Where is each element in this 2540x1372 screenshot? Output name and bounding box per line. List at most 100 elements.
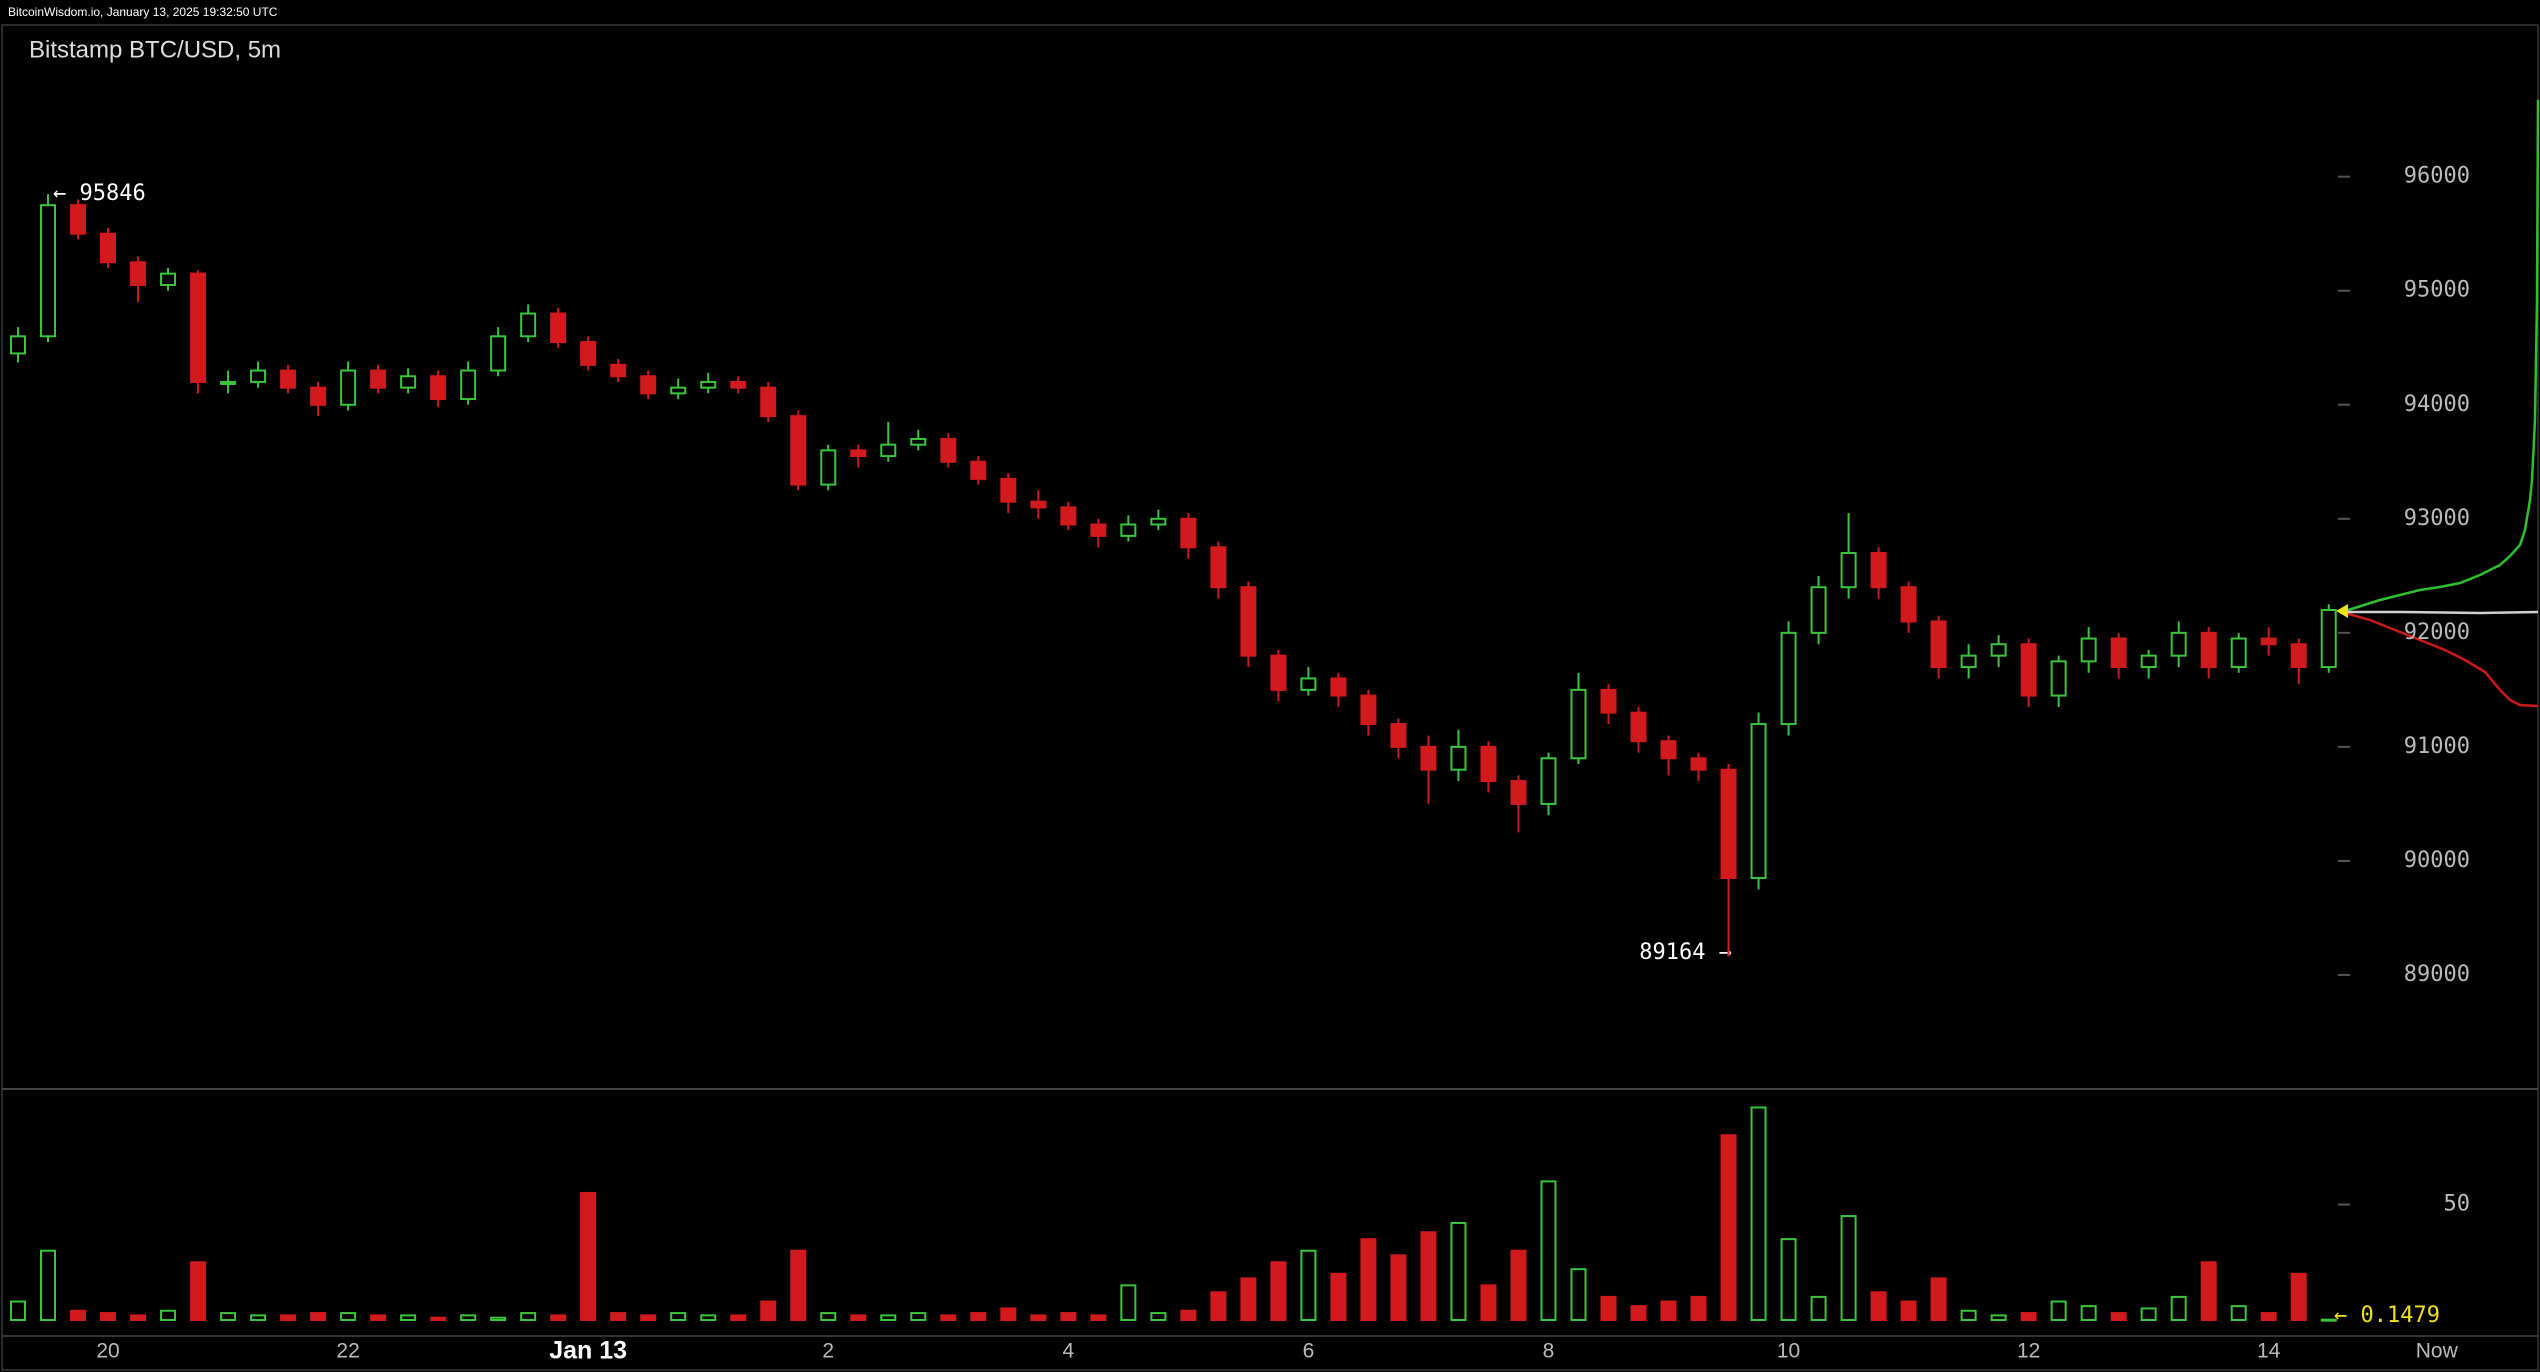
volume-bar bbox=[940, 1314, 957, 1322]
candle-body bbox=[10, 335, 27, 355]
candle-body bbox=[340, 369, 357, 406]
candle-body bbox=[1240, 586, 1257, 657]
candle-body bbox=[1600, 688, 1617, 714]
candle-body bbox=[2110, 637, 2127, 669]
candle-body bbox=[640, 375, 657, 395]
volume-bar bbox=[880, 1314, 897, 1322]
x-tick-label: 2 bbox=[822, 1340, 834, 1363]
candle-body bbox=[610, 363, 627, 378]
candle-body bbox=[2260, 637, 2277, 646]
x-tick-label: 6 bbox=[1303, 1340, 1315, 1363]
current-price-marker bbox=[2336, 604, 2348, 618]
volume-bar bbox=[220, 1312, 237, 1321]
volume-bar bbox=[1420, 1231, 1437, 1321]
volume-bar bbox=[970, 1312, 987, 1321]
y-tick-label: 89000 bbox=[2404, 962, 2470, 987]
volume-bar bbox=[2050, 1300, 2067, 1322]
volume-bar bbox=[1360, 1238, 1377, 1322]
y-tick-label: 92000 bbox=[2404, 620, 2470, 645]
candle-body bbox=[160, 272, 177, 287]
candle-body bbox=[220, 380, 237, 385]
candle-body bbox=[100, 232, 117, 264]
candle-body bbox=[1180, 517, 1197, 549]
volume-bar bbox=[1540, 1180, 1557, 1322]
candle-body bbox=[1540, 757, 1557, 805]
candle-body bbox=[760, 386, 777, 418]
volume-bar bbox=[2200, 1261, 2217, 1321]
x-tick-label: 8 bbox=[1543, 1340, 1555, 1363]
volume-bar bbox=[1780, 1238, 1797, 1322]
x-tick-label: 12 bbox=[2017, 1340, 2040, 1363]
volume-bar bbox=[1270, 1261, 1287, 1321]
volume-bar bbox=[2020, 1312, 2037, 1321]
x-tick-label: Now bbox=[2416, 1340, 2459, 1363]
x-tick-label: 14 bbox=[2257, 1340, 2281, 1363]
volume-bar bbox=[1750, 1106, 1767, 1321]
volume-bar bbox=[1300, 1249, 1317, 1321]
source-line: BitcoinWisdom.io, January 13, 2025 19:32… bbox=[8, 5, 278, 19]
volume-bar bbox=[250, 1314, 267, 1322]
x-tick-label: 20 bbox=[96, 1340, 119, 1363]
candle-body bbox=[1570, 688, 1587, 760]
depth-mid-line bbox=[2345, 610, 2539, 615]
volume-bar bbox=[850, 1314, 867, 1322]
volume-bar bbox=[370, 1314, 387, 1322]
candle-body bbox=[1450, 745, 1467, 771]
volume-bar bbox=[610, 1312, 627, 1321]
volume-bar bbox=[1090, 1314, 1107, 1322]
volume-tick-label: 50 bbox=[2444, 1192, 2471, 1217]
candle-body bbox=[1870, 552, 1887, 589]
volume-bar bbox=[10, 1300, 27, 1322]
candle-body bbox=[910, 437, 927, 446]
candle-body bbox=[820, 449, 837, 486]
candle-body bbox=[460, 369, 477, 401]
volume-bar bbox=[1660, 1300, 1677, 1322]
candle-body bbox=[700, 380, 717, 389]
candle-body bbox=[70, 204, 87, 235]
volume-bar bbox=[2320, 1318, 2337, 1322]
volume-bar bbox=[760, 1300, 777, 1322]
volume-bar bbox=[1060, 1312, 1077, 1321]
candle-body bbox=[1780, 631, 1797, 726]
volume-bar bbox=[2080, 1305, 2097, 1322]
candle-body bbox=[580, 341, 597, 366]
volume-bar bbox=[700, 1314, 717, 1322]
candle-body bbox=[190, 272, 207, 383]
volume-bar bbox=[1180, 1309, 1197, 1322]
candle-body bbox=[1120, 523, 1137, 537]
volume-bar bbox=[2260, 1312, 2277, 1321]
candle-body bbox=[1930, 620, 1947, 669]
volume-bar bbox=[40, 1249, 57, 1321]
candle-body bbox=[1750, 723, 1767, 880]
volume-bar bbox=[490, 1316, 507, 1321]
volume-bar bbox=[1870, 1291, 1887, 1322]
candle-body bbox=[880, 443, 897, 458]
y-tick-label: 91000 bbox=[2404, 734, 2470, 759]
candle-body bbox=[1990, 643, 2007, 657]
candle-body bbox=[520, 312, 537, 338]
candle-body bbox=[40, 204, 57, 338]
y-tick-label: 93000 bbox=[2404, 506, 2470, 531]
volume-bar bbox=[1330, 1272, 1347, 1322]
volume-bar bbox=[160, 1309, 177, 1322]
y-tick-label: 94000 bbox=[2404, 392, 2470, 417]
volume-bar bbox=[1690, 1295, 1707, 1322]
candle-body bbox=[2020, 643, 2037, 697]
volume-bar bbox=[520, 1312, 537, 1321]
candle-body bbox=[310, 386, 327, 406]
volume-bar bbox=[1240, 1277, 1257, 1322]
candle-body bbox=[430, 375, 447, 401]
volume-bar bbox=[1480, 1284, 1497, 1321]
volume-bar bbox=[100, 1312, 117, 1321]
candle-body bbox=[790, 415, 807, 486]
y-tick-label: 95000 bbox=[2404, 278, 2470, 303]
candle-body bbox=[1840, 552, 1857, 589]
candle-body bbox=[1810, 586, 1827, 634]
volume-bar bbox=[1630, 1305, 1647, 1322]
volume-bar bbox=[2290, 1272, 2307, 1322]
candle-body bbox=[1300, 677, 1317, 691]
volume-bar bbox=[790, 1249, 807, 1321]
candle-body bbox=[850, 449, 867, 458]
low-annotation: 89164 → bbox=[1639, 940, 1732, 965]
